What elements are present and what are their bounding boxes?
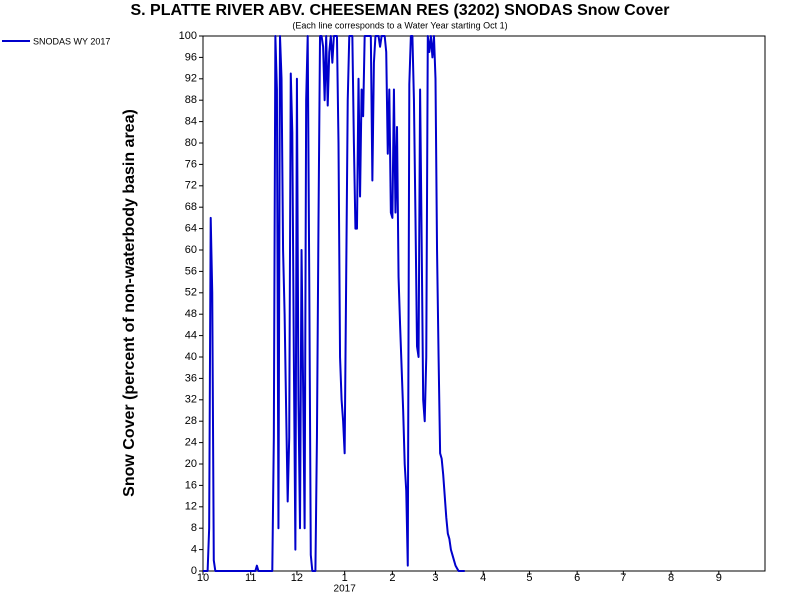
y-tick-label: 0 bbox=[191, 565, 197, 577]
year-label: 2017 bbox=[334, 584, 357, 595]
y-tick-label: 4 bbox=[191, 544, 197, 556]
y-axis-label: Snow Cover (percent of non-waterbody bas… bbox=[121, 109, 138, 497]
y-tick-label: 20 bbox=[185, 458, 197, 470]
x-tick-label: 10 bbox=[197, 572, 209, 584]
x-tick-label: 7 bbox=[620, 572, 626, 584]
y-tick-label: 76 bbox=[185, 158, 197, 170]
x-tick-label: 2 bbox=[389, 572, 395, 584]
y-tick-label: 100 bbox=[179, 30, 197, 42]
y-tick-label: 88 bbox=[185, 94, 197, 106]
y-tick-label: 44 bbox=[185, 330, 197, 342]
y-tick-label: 48 bbox=[185, 308, 197, 320]
y-tick-label: 16 bbox=[185, 479, 197, 491]
y-tick-label: 92 bbox=[185, 73, 197, 85]
x-tick-label: 9 bbox=[716, 572, 722, 584]
x-tick-label: 5 bbox=[526, 572, 532, 584]
y-tick-label: 32 bbox=[185, 394, 197, 406]
y-tick-label: 84 bbox=[185, 116, 197, 128]
y-tick-label: 80 bbox=[185, 137, 197, 149]
chart-title: S. PLATTE RIVER ABV. CHEESEMAN RES (3202… bbox=[130, 2, 669, 19]
data-line bbox=[203, 35, 465, 572]
plot-frame bbox=[202, 35, 766, 572]
y-tick-label: 68 bbox=[185, 201, 197, 213]
x-tick-label: 8 bbox=[668, 572, 674, 584]
y-tick-label: 52 bbox=[185, 287, 197, 299]
x-tick-label: 4 bbox=[480, 572, 486, 584]
x-tick-label: 11 bbox=[245, 572, 256, 584]
chart-subtitle: (Each line corresponds to a Water Year s… bbox=[292, 20, 507, 30]
y-tick-label: 64 bbox=[185, 223, 197, 235]
x-tick-label: 12 bbox=[291, 572, 303, 584]
y-tick-label: 24 bbox=[185, 437, 197, 449]
y-tick-label: 56 bbox=[185, 265, 197, 277]
y-tick-label: 28 bbox=[185, 415, 197, 427]
x-tick-label: 1 bbox=[342, 572, 348, 584]
y-tick-label: 8 bbox=[191, 522, 197, 534]
y-tick-label: 72 bbox=[185, 180, 197, 192]
legend-label: SNODAS WY 2017 bbox=[33, 36, 110, 46]
y-tick-label: 12 bbox=[185, 501, 197, 513]
x-tick-label: 6 bbox=[574, 572, 580, 584]
y-tick-label: 36 bbox=[185, 372, 197, 384]
y-tick-label: 60 bbox=[185, 244, 197, 256]
y-tick-label: 96 bbox=[185, 51, 197, 63]
y-tick-label: 40 bbox=[185, 351, 197, 363]
x-tick-label: 3 bbox=[432, 572, 438, 584]
